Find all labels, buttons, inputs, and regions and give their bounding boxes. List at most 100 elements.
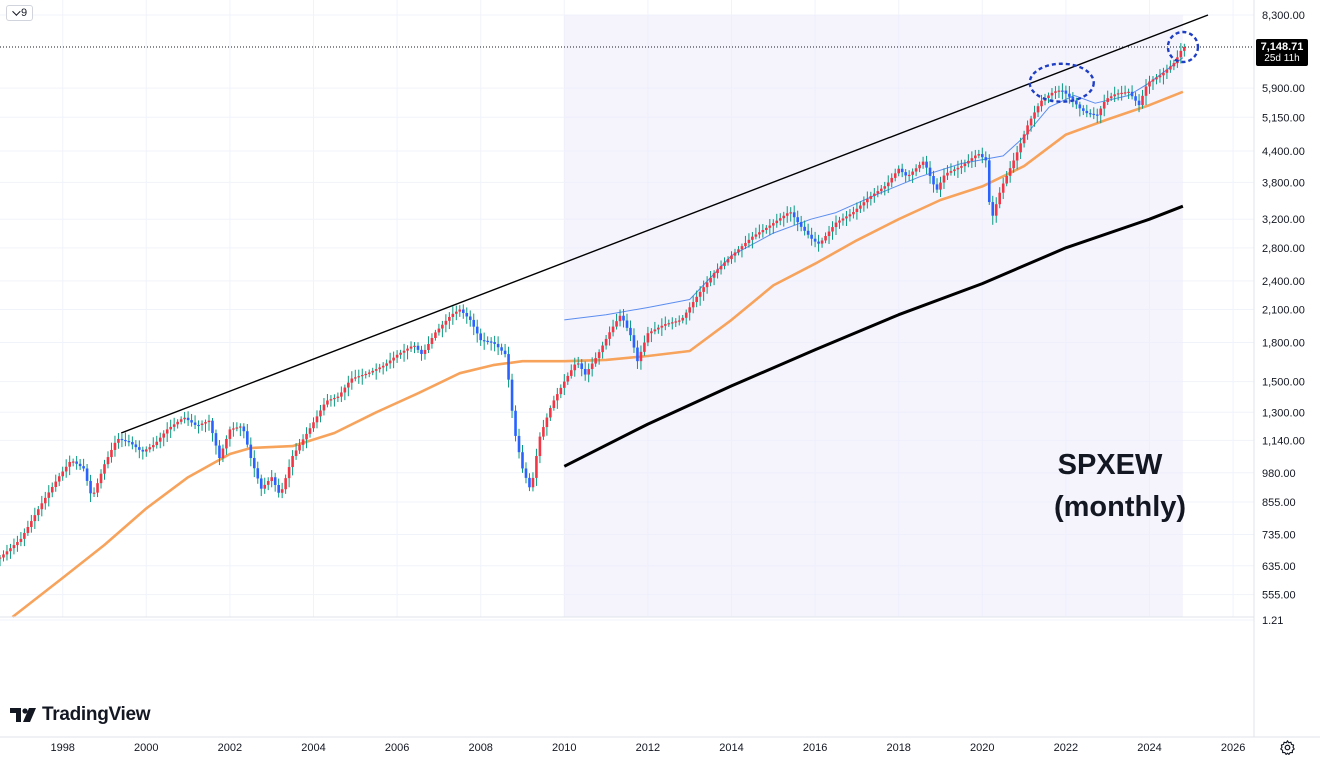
candle-body (691, 302, 695, 308)
candle (1092, 107, 1096, 120)
candle (820, 237, 824, 248)
candle (702, 280, 705, 301)
candle-body (340, 392, 343, 397)
candle (461, 304, 465, 319)
candle-body (939, 182, 942, 190)
candle (165, 422, 169, 442)
candle-body (650, 331, 653, 334)
candle-body (1026, 125, 1029, 135)
candle (1005, 170, 1008, 187)
candle (942, 168, 946, 189)
candle-body (688, 307, 691, 313)
candle-body (1134, 96, 1137, 101)
candle (987, 154, 991, 205)
candle-body (294, 450, 298, 456)
candle (489, 337, 493, 351)
candle (510, 373, 514, 419)
candle-body (235, 427, 239, 429)
candle (667, 319, 671, 327)
candle (876, 185, 880, 198)
candle-body (406, 348, 409, 351)
candle (580, 359, 584, 377)
candle (33, 507, 37, 529)
candle (395, 350, 399, 363)
candle-body (214, 433, 218, 446)
candle-body (604, 338, 608, 346)
candle-body (660, 325, 664, 328)
candle (583, 361, 587, 381)
candle-body (381, 365, 385, 368)
candle (16, 535, 19, 552)
candle-body (994, 204, 998, 216)
candle-body (559, 387, 563, 395)
candle (409, 341, 413, 352)
candle (977, 149, 981, 159)
chart-annotation: SPXEW (monthly) (1040, 444, 1200, 528)
candle-body (448, 316, 451, 321)
y-tick-label: 855.00 (1262, 497, 1296, 509)
candle (1075, 97, 1078, 109)
candle-body (489, 341, 493, 343)
candle (197, 420, 200, 434)
candle (611, 319, 615, 337)
candle-body (26, 527, 30, 533)
candle (963, 159, 967, 173)
candle (660, 318, 664, 336)
candle (897, 165, 900, 177)
candle (855, 202, 859, 220)
candle-body (232, 428, 235, 430)
gear-icon[interactable] (1279, 739, 1296, 756)
candle-body (827, 231, 831, 237)
candle (984, 151, 988, 168)
candle (1148, 75, 1151, 94)
candle-body (653, 329, 657, 332)
candle (531, 472, 535, 492)
candle (653, 321, 657, 335)
candle-body (1036, 106, 1040, 113)
candle (806, 223, 810, 239)
candle-body (852, 211, 855, 215)
candle-body (932, 175, 935, 185)
candle (1019, 137, 1022, 160)
candle (925, 155, 928, 175)
candle (873, 187, 876, 203)
candle (507, 346, 510, 388)
last-price: 7,148.71 (1260, 41, 1304, 53)
candle (360, 368, 364, 385)
candle-body (681, 317, 685, 321)
candle (68, 455, 71, 476)
candle (134, 440, 138, 453)
candle (437, 323, 441, 336)
candle-body (709, 277, 712, 283)
candle-body (193, 422, 197, 425)
candle (796, 210, 799, 232)
last-price-tag: 7,148.71 25d 11h (1256, 39, 1308, 66)
candle (388, 352, 392, 369)
candle (89, 474, 92, 503)
candle-body (778, 218, 782, 221)
candle (423, 344, 427, 360)
candle (841, 213, 845, 226)
candle (956, 160, 960, 178)
candle-body (176, 421, 179, 425)
candle (350, 371, 354, 390)
candle (273, 472, 277, 492)
candle-body (40, 503, 44, 510)
candle (928, 161, 932, 184)
candle-body (68, 461, 71, 467)
candle (131, 436, 134, 450)
interval-button[interactable]: 9 (6, 5, 34, 21)
candle-body (19, 538, 23, 542)
candle-body (277, 484, 280, 493)
candle (994, 197, 998, 223)
candle (528, 473, 531, 492)
candle (214, 429, 218, 455)
x-tick-label: 2006 (385, 742, 409, 754)
candle-body (597, 352, 601, 359)
candle-body (252, 458, 256, 469)
candle (0, 554, 2, 567)
y-tick-label: 635.00 (1262, 561, 1296, 573)
tradingview-logo[interactable]: TradingView (10, 704, 151, 726)
